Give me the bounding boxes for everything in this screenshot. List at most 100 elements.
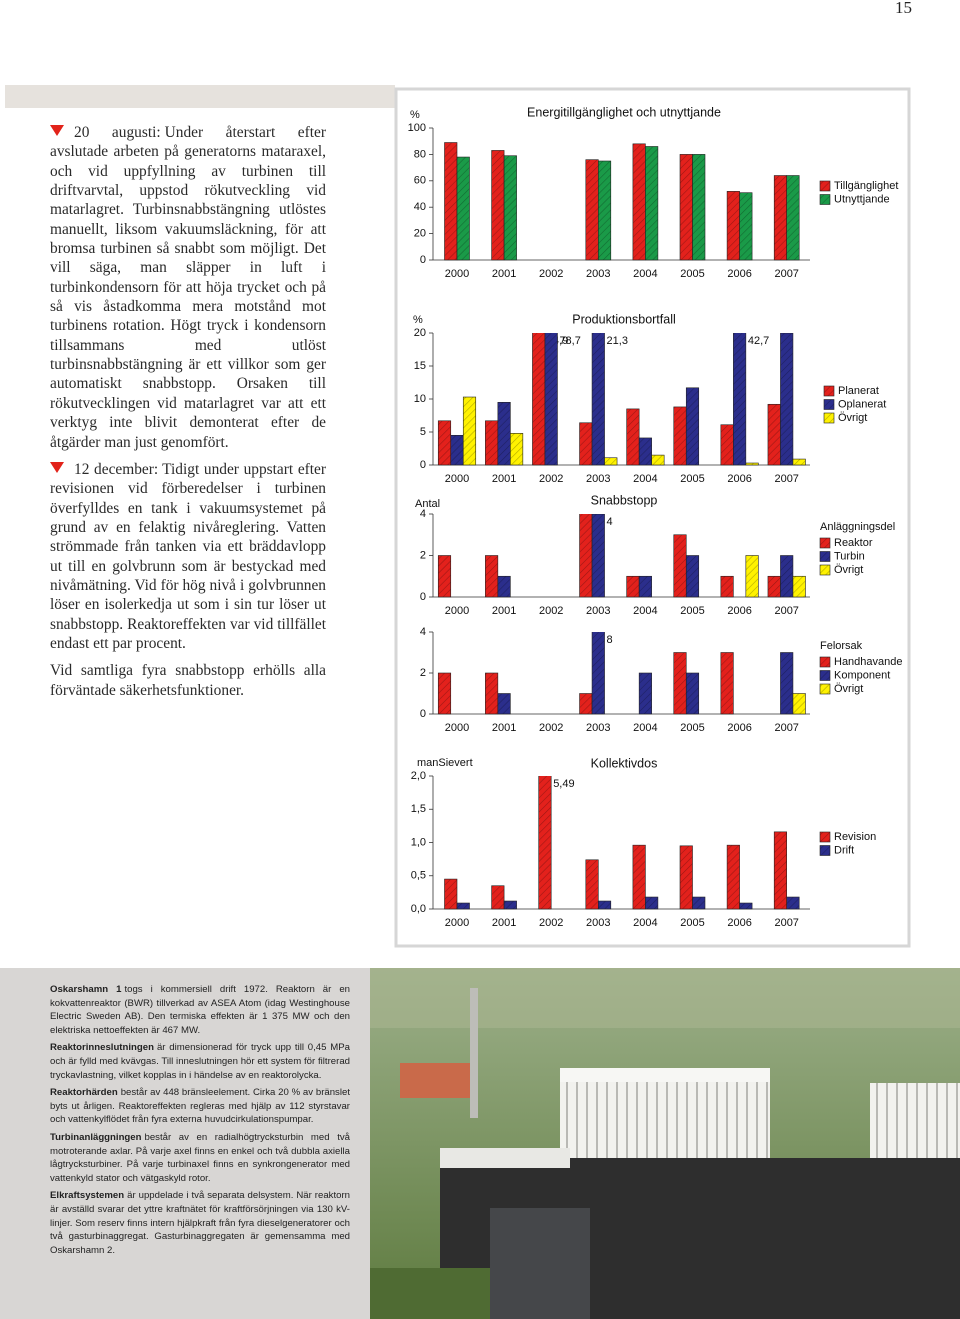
x-tick-label: 2007: [774, 473, 798, 485]
bar: [585, 159, 599, 261]
info-body: togs i kommersiell drift 1972. Reaktorn …: [50, 984, 350, 1036]
x-tick-label: 2001: [492, 917, 516, 929]
stack: [470, 988, 478, 1118]
bar: [733, 333, 747, 466]
legend-title: Felorsak: [820, 640, 863, 652]
paragraph-lead: 12 december:: [74, 460, 159, 478]
value-label: 42,7: [748, 335, 769, 347]
y-axis-label: %: [410, 109, 420, 121]
legend-swatch: [819, 537, 831, 549]
y-tick-label: 0: [420, 459, 426, 471]
hall-roof: [440, 1148, 570, 1168]
x-tick-label: 2007: [774, 917, 798, 929]
chart-title: Energitillgänglighet och utnyttjande: [527, 105, 721, 119]
bar: [597, 160, 612, 261]
x-tick-label: 2006: [727, 473, 751, 485]
x-tick-label: 2001: [492, 268, 516, 280]
info-paragraph: Elkraftsystemen är uppdelade i två separa…: [50, 1189, 350, 1257]
info-lead: Reaktorhärden: [50, 1087, 118, 1099]
x-tick-label: 2005: [680, 722, 704, 734]
x-tick-label: 2000: [445, 605, 469, 617]
y-tick-label: 2,0: [411, 770, 426, 782]
legend-swatch: [819, 683, 831, 695]
bar: [673, 534, 687, 598]
paragraph: Vid samtliga fyra snabbstopp erhölls all…: [50, 661, 326, 700]
bar: [745, 462, 759, 466]
y-tick-label: 60: [414, 175, 426, 187]
bar: [497, 401, 511, 466]
x-tick-label: 2002: [539, 917, 563, 929]
bullet-triangle: [50, 461, 64, 473]
bar: [679, 154, 693, 261]
bar: [444, 142, 458, 261]
bar: [450, 434, 464, 466]
legend-swatch: [819, 656, 831, 668]
x-tick-label: 2000: [445, 473, 469, 485]
bar: [645, 146, 659, 261]
reactor-roof: [560, 1068, 770, 1082]
bar: [679, 845, 693, 910]
x-tick-label: 2003: [586, 722, 610, 734]
chart-title: Produktionsbortfall: [572, 312, 676, 326]
x-tick-label: 2006: [727, 722, 751, 734]
value-label: 21,3: [607, 335, 628, 347]
chart-title: Kollektivdos: [591, 756, 658, 770]
value-label: 5,49: [553, 778, 574, 790]
info-lead: Elkraftsystemen: [50, 1190, 125, 1202]
bar: [638, 437, 652, 466]
x-tick-label: 2006: [727, 605, 751, 617]
bar: [792, 458, 806, 466]
chart-title: Snabbstopp: [591, 493, 658, 507]
legend-swatch: [819, 831, 831, 843]
bar: [780, 555, 794, 598]
bar: [745, 555, 759, 598]
bar: [485, 555, 499, 598]
x-tick-label: 2002: [539, 268, 563, 280]
y-tick-label: 0: [420, 591, 426, 603]
x-tick-label: 2004: [633, 268, 657, 280]
info-paragraph: Reaktorinneslutningen är dimensionerad fö…: [50, 1041, 350, 1082]
x-tick-label: 2004: [633, 473, 657, 485]
legend-label: Utnyttjande: [834, 193, 890, 205]
body-text: 20 augusti: Under återstart efter avsluta…: [50, 123, 326, 708]
y-tick-label: 80: [414, 148, 426, 160]
value-label: 78,7: [559, 335, 580, 347]
bar: [497, 575, 511, 598]
bar: [491, 150, 505, 261]
bar: [685, 555, 700, 598]
info-lead: Turbinanläggningen: [50, 1131, 142, 1143]
y-tick-label: 2: [420, 667, 426, 679]
y-tick-label: 1,0: [411, 836, 426, 848]
bar: [685, 387, 700, 466]
bar: [645, 896, 659, 910]
bar: [673, 406, 687, 466]
legend-label: Revision: [834, 831, 876, 843]
trees: [370, 1268, 490, 1319]
bar: [632, 143, 646, 261]
bar: [503, 155, 517, 261]
y-tick-label: 4: [420, 508, 426, 520]
info-body: är dimensionerad för tryck upp till 0,45…: [50, 1042, 350, 1081]
x-tick-label: 2001: [492, 473, 516, 485]
bar: [786, 175, 800, 261]
bar: [544, 333, 558, 466]
paragraph-lead: 20 augusti:: [74, 124, 161, 141]
info-body: består av en radialhögtrycksturbin med t…: [50, 1131, 350, 1184]
x-tick-label: 2005: [680, 605, 704, 617]
bar: [538, 776, 552, 910]
x-tick-label: 2003: [586, 473, 610, 485]
bar: [720, 424, 734, 466]
x-tick-label: 2006: [727, 268, 751, 280]
legend-swatch: [819, 194, 831, 205]
legend-label: Tillgänglighet: [834, 180, 898, 192]
info-paragraph: Turbinanläggningen består av en radialhög…: [50, 1131, 350, 1185]
bar: [444, 878, 458, 910]
x-tick-label: 2001: [492, 605, 516, 617]
bar: [638, 575, 652, 598]
paragraph: 20 augusti: Under återstart efter avsluta…: [50, 123, 326, 452]
paragraph-text: Vid samtliga fyra snabbstopp erhölls all…: [50, 662, 326, 699]
bar: [673, 652, 687, 715]
info-body: är uppdelade i två separata delsystem. N…: [50, 1190, 350, 1256]
value-label: 4: [607, 516, 613, 528]
bar: [767, 403, 781, 466]
